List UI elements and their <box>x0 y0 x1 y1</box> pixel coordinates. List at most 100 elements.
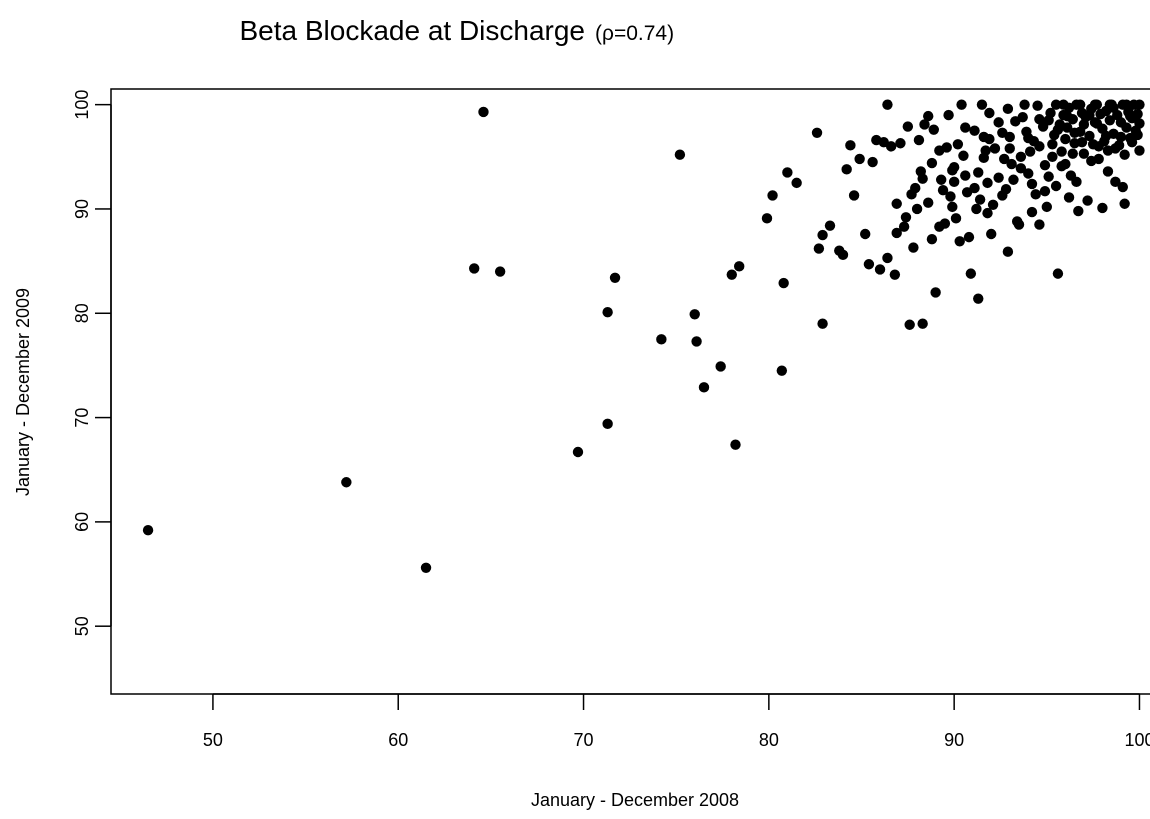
data-point <box>656 334 667 345</box>
chart-subtitle: (ρ=0.74) <box>595 22 674 45</box>
data-point <box>572 446 584 458</box>
data-point <box>817 318 828 329</box>
x-tick-label: 90 <box>944 730 964 750</box>
data-point <box>1006 158 1017 170</box>
data-point <box>730 439 741 450</box>
data-point <box>947 165 958 176</box>
data-point <box>882 252 893 264</box>
data-point <box>1023 132 1034 144</box>
data-point <box>923 197 934 208</box>
data-point <box>1002 103 1014 115</box>
data-point <box>1061 110 1073 122</box>
data-point <box>1121 99 1132 110</box>
data-point <box>715 361 726 372</box>
y-axis: 50 60 70 80 90 100 <box>72 90 112 636</box>
data-point <box>885 141 897 152</box>
data-point <box>1078 148 1090 159</box>
data-point <box>1050 99 1062 110</box>
data-point <box>1015 163 1027 174</box>
data-point <box>917 318 928 329</box>
data-point <box>1121 122 1132 133</box>
data-point <box>1019 99 1030 110</box>
data-point <box>989 143 1001 154</box>
data-point <box>960 170 971 181</box>
data-point <box>950 213 962 224</box>
data-point <box>1117 181 1128 193</box>
data-point <box>1056 146 1067 157</box>
data-point <box>974 194 986 205</box>
data-point <box>891 227 902 239</box>
data-point <box>1071 176 1082 188</box>
data-point <box>776 365 788 376</box>
data-point <box>997 127 1008 139</box>
data-point <box>494 266 506 277</box>
data-point <box>1089 99 1101 110</box>
data-point <box>1134 99 1145 110</box>
x-tick-label: 50 <box>203 730 223 750</box>
data-point <box>948 176 960 188</box>
data-point <box>863 259 875 270</box>
data-point <box>1078 119 1090 130</box>
data-point <box>734 261 745 272</box>
data-point <box>926 234 938 245</box>
data-point <box>698 382 710 393</box>
data-point <box>1024 146 1036 157</box>
data-point <box>767 190 778 201</box>
data-point <box>982 177 993 189</box>
data-point <box>934 221 945 232</box>
data-point <box>895 138 906 149</box>
data-point <box>1086 155 1097 167</box>
data-point <box>811 127 823 139</box>
x-axis-label: January - December 2008 <box>531 790 739 810</box>
data-point <box>1002 246 1014 257</box>
data-point <box>691 336 702 347</box>
data-point <box>1052 124 1064 135</box>
data-point <box>837 249 849 261</box>
data-point <box>1110 176 1121 188</box>
data-point <box>1026 206 1038 218</box>
data-point <box>1039 159 1051 171</box>
data-point <box>987 199 999 210</box>
data-point <box>602 418 613 430</box>
data-point <box>980 145 991 156</box>
data-point <box>960 122 971 133</box>
data-point <box>993 117 1004 128</box>
data-point <box>1034 219 1045 230</box>
data-points <box>142 99 1145 573</box>
data-point <box>900 212 912 223</box>
data-point <box>919 119 930 130</box>
data-point <box>1034 141 1045 152</box>
y-axis-label: January - December 2009 <box>13 288 33 496</box>
data-point <box>761 213 773 224</box>
x-axis: 50 60 70 80 90 100 <box>203 693 1150 750</box>
data-point <box>1047 151 1058 163</box>
data-point <box>778 277 789 289</box>
data-point <box>910 182 921 194</box>
y-tick-label: 70 <box>72 408 92 428</box>
data-point <box>891 198 902 209</box>
data-point <box>854 153 865 165</box>
data-point <box>1060 158 1071 170</box>
data-point <box>978 131 990 143</box>
data-point <box>1115 131 1127 143</box>
data-point <box>963 231 975 243</box>
data-point <box>1050 180 1062 192</box>
data-point <box>1134 118 1145 129</box>
data-point <box>1023 168 1034 179</box>
data-point <box>913 134 925 146</box>
x-tick-label: 100 <box>1124 730 1150 750</box>
data-point <box>420 562 432 573</box>
data-point <box>1032 100 1043 111</box>
data-point <box>1097 202 1108 214</box>
data-point <box>1015 151 1027 163</box>
data-point <box>965 268 977 279</box>
data-point <box>1100 130 1112 142</box>
data-point <box>1125 110 1136 122</box>
data-point <box>874 264 886 275</box>
data-point <box>1026 178 1038 190</box>
data-point <box>848 190 860 201</box>
data-point <box>882 99 893 110</box>
data-point <box>1069 127 1080 139</box>
data-point <box>674 149 686 160</box>
